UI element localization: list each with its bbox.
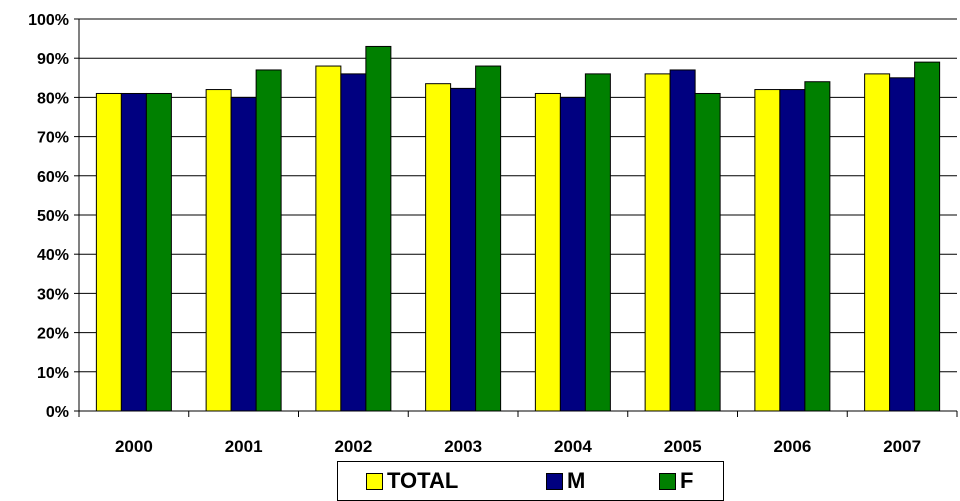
x-tick-label: 2004 [554,437,592,456]
legend-item-m: M [546,470,585,492]
bars [95,45,941,412]
bar-total-2003 [425,83,452,412]
bar-f-2007 [914,61,941,412]
y-tick-label: 0% [46,404,69,421]
bar-m-2002 [340,73,367,412]
y-tick-label: 30% [37,286,69,303]
bar-f-2001 [255,69,282,412]
legend-label-total: TOTAL [387,468,459,493]
x-tick-label: 2005 [664,437,702,456]
y-tick-label: 10% [37,365,69,382]
legend-swatch-total [366,472,383,490]
bar-f-2004 [584,73,611,412]
bar-f-2003 [475,65,502,412]
bar-m-2001 [230,96,257,412]
bar-m-2006 [779,89,806,412]
legend-label-f: F [680,468,694,493]
x-tick-label: 2007 [883,437,921,456]
legend-swatch-f [659,472,676,490]
bar-total-2005 [644,73,671,412]
x-tick-label: 2001 [225,437,263,456]
legend-label-m: M [567,468,586,493]
bar-f-2002 [365,45,392,412]
legend-swatch-m [546,472,563,490]
legend-item-f: F [659,470,693,492]
bar-f-2000 [145,92,172,412]
y-tick-label: 20% [37,326,69,343]
axes [74,18,958,417]
x-tick-label: 2002 [334,437,372,456]
bar-total-2004 [534,92,561,412]
x-tick-label: 2000 [115,437,153,456]
legend: TOTAL M F [337,461,724,501]
bar-total-2002 [315,65,342,412]
x-tick-label: 2003 [444,437,482,456]
legend-item-total: TOTAL [366,470,458,492]
bar-total-2000 [95,92,122,412]
x-tick-label: 2006 [773,437,811,456]
bar-m-2007 [889,77,916,412]
y-tick-label: 70% [37,130,69,147]
bar-total-2006 [754,89,781,412]
tick-labels: 0% 10% 20% 30% 40% 50% 60% 70% 80% 90% 100% 2000 200… [28,12,921,456]
bar-m-2003 [450,87,477,412]
y-tick-label: 90% [37,51,69,68]
bar-m-2000 [120,92,147,412]
bar-m-2005 [669,69,696,412]
bar-total-2001 [205,89,232,412]
bar-m-2004 [559,96,586,412]
bar-f-2005 [694,92,721,412]
y-tick-label: 50% [37,208,69,225]
y-tick-label: 80% [37,90,69,107]
y-tick-label: 100% [28,12,69,29]
bar-f-2006 [804,81,831,412]
bar-total-2007 [864,73,891,412]
y-tick-label: 60% [37,169,69,186]
y-tick-label: 40% [37,247,69,264]
